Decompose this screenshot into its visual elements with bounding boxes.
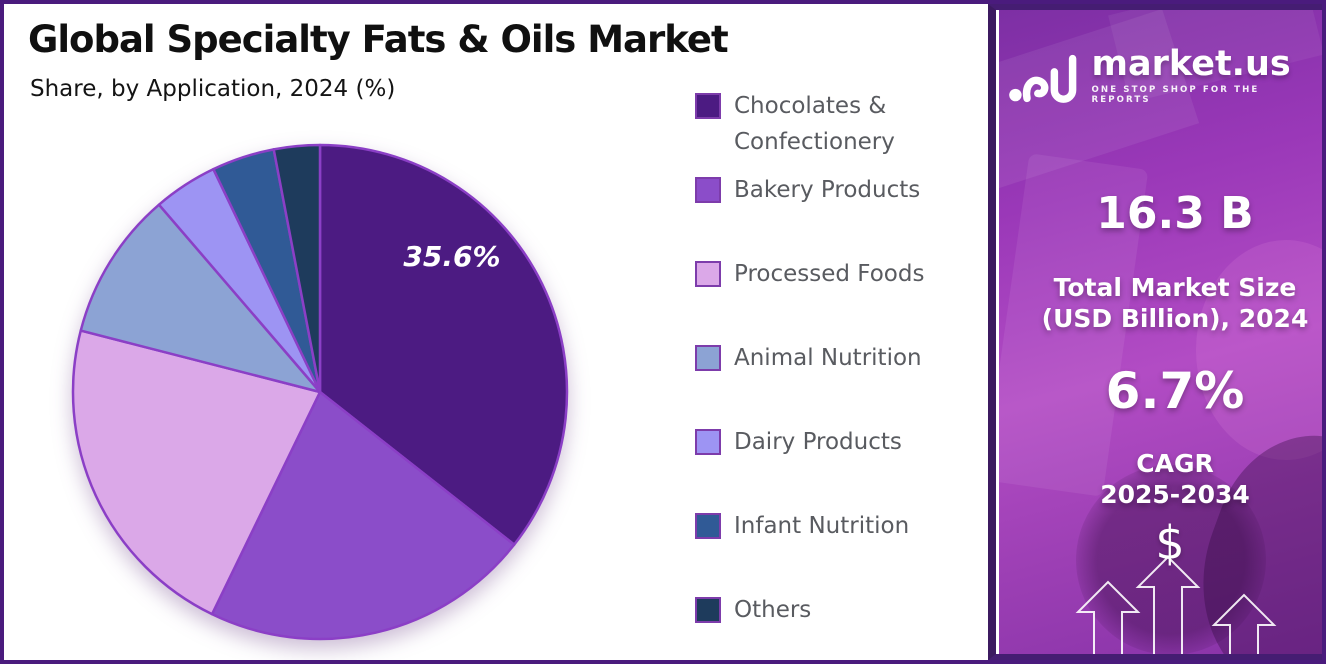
page-title: Global Specialty Fats & Oils Market bbox=[28, 18, 729, 61]
legend-label: Others bbox=[734, 597, 812, 623]
legend-label: Infant Nutrition bbox=[734, 513, 910, 539]
legend-label: Chocolates & Confectionery bbox=[734, 93, 895, 155]
legend-label: Dairy Products bbox=[734, 429, 902, 455]
legend-swatch-dairy-products bbox=[695, 429, 721, 455]
legend-item-infant-nutrition: Infant Nutrition bbox=[695, 508, 952, 544]
brand-sidebar: market.us ONE STOP SHOP FOR THE REPORTS … bbox=[988, 4, 1322, 660]
legend-item-others: Others bbox=[695, 592, 952, 628]
pie-slices bbox=[71, 143, 569, 641]
market-size-label-line2: (USD Billion), 2024 bbox=[1041, 304, 1309, 333]
legend-item-dairy-products: Dairy Products bbox=[695, 424, 952, 460]
legend-swatch-infant-nutrition bbox=[695, 513, 721, 539]
brand-tagline: ONE STOP SHOP FOR THE REPORTS bbox=[1091, 85, 1260, 105]
cagr-value: 6.7% bbox=[1105, 362, 1245, 420]
legend-label: Animal Nutrition bbox=[734, 345, 922, 371]
growth-arrows-icon bbox=[1075, 555, 1277, 654]
legend-swatch-processed-foods bbox=[695, 261, 721, 287]
legend-swatch-others bbox=[695, 597, 721, 623]
legend-label: Processed Foods bbox=[734, 261, 925, 287]
pie-slice-3 bbox=[79, 203, 322, 394]
pie-chart: 35.6% bbox=[71, 143, 569, 641]
cagr-label: CAGR 2025-2034 bbox=[996, 448, 1322, 510]
pie-slice-label-chocolates: 35.6% bbox=[403, 240, 500, 273]
legend-swatch-animal-nutrition bbox=[695, 345, 721, 371]
legend-item-chocolates-confectionery: Chocolates & Confectionery bbox=[695, 88, 952, 160]
legend-item-processed-foods: Processed Foods bbox=[695, 256, 952, 292]
market-size-value: 16.3 B bbox=[1096, 188, 1254, 239]
brand-name: market.us bbox=[1091, 44, 1291, 84]
chart-subtitle: Share, by Application, 2024 (%) bbox=[30, 76, 396, 102]
legend-label: Bakery Products bbox=[734, 177, 921, 203]
legend-item-bakery-products: Bakery Products bbox=[695, 172, 952, 208]
market-size-label-line1: Total Market Size bbox=[1053, 273, 1297, 302]
dollar-icon: $ bbox=[1155, 516, 1185, 570]
pie-slice-1 bbox=[210, 390, 516, 641]
legend-item-animal-nutrition: Animal Nutrition bbox=[695, 340, 952, 376]
cagr-label-line1: CAGR bbox=[1136, 449, 1214, 478]
pie-slice-6 bbox=[272, 143, 322, 394]
pie-slice-2 bbox=[71, 329, 322, 616]
pie-slice-0 bbox=[318, 143, 569, 546]
brand-logo: market.us ONE STOP SHOP FOR THE REPORTS bbox=[996, 46, 1322, 105]
cagr-period: 2025-2034 bbox=[1100, 480, 1250, 509]
market-size-label: Total Market Size (USD Billion), 2024 bbox=[996, 272, 1322, 334]
chart-legend: Chocolates & Confectionery Bakery Produc… bbox=[695, 4, 985, 660]
legend-swatch-bakery-products bbox=[695, 177, 721, 203]
legend-swatch-chocolates-confectionery bbox=[695, 93, 721, 119]
market-us-logo-icon bbox=[1009, 54, 1077, 103]
